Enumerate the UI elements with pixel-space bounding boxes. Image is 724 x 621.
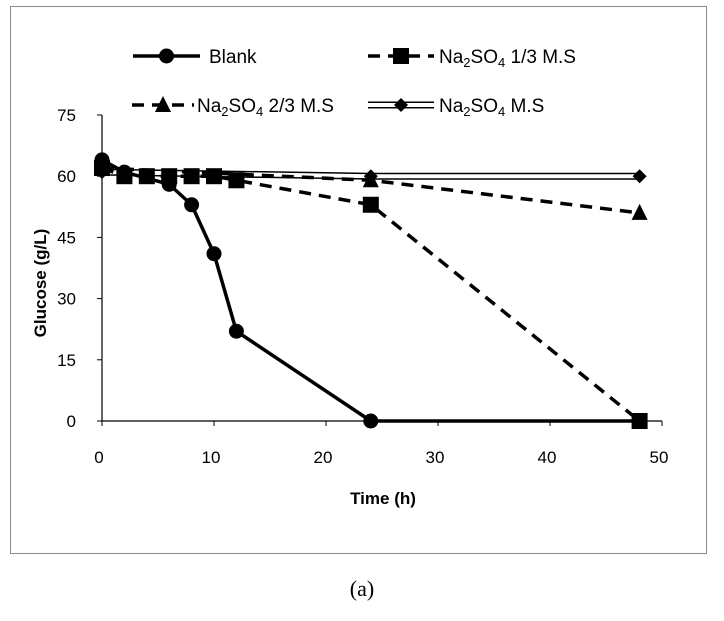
series-na2so4-2-3-m-s-point [631,203,648,220]
y-axis-title: Glucose (g/L) [31,229,50,338]
legend-blank-label: Blank [209,47,257,68]
legend-na2so4-m-s: Na2SO4 M.S [368,96,544,119]
series-blank-point [206,246,222,262]
series-na2so4-1-3-m-s-point [183,168,200,185]
x-tick-label: 30 [426,448,445,467]
series-blank-point [116,164,132,180]
legend-na2so4-1-3-m-s-label: Na2SO4 1/3 M.S [439,47,576,70]
x-tick-label: 50 [650,448,669,467]
y-tick-label: 30 [57,290,76,309]
figure-caption: (a) [349,576,375,601]
y-tick-label: 60 [57,167,76,186]
x-axis-title: Time (h) [350,489,416,508]
x-tick-label: 0 [94,448,103,467]
series-na2so4-1-3-m-s [94,160,648,429]
legend-na2so4-m-s-marker [394,98,408,112]
series-na2so4-1-3-m-s-point [206,168,222,185]
legend-na2so4-2-3-m-s-marker [155,96,171,112]
legend-na2so4-2-3-m-s: Na2SO4 2/3 M.S [132,96,334,119]
legend-layer: Blank Na2SO4 1/3 M.S Na2SO4 2/3 M.S Na2SO4 … [132,47,576,119]
legend-na2so4-m-s-label: Na2SO4 M.S [439,96,544,119]
y-tick-label: 0 [67,412,76,431]
legend-na2so4-1-3-m-s: Na2SO4 1/3 M.S [368,47,576,70]
legend-blank: Blank [133,47,257,68]
series-na2so4-m-s-point [632,169,647,184]
series-blank-line [101,158,640,423]
chart-frame [10,6,707,554]
series-na2so4-2-3-m-s-point [362,171,379,188]
x-tick-label: 20 [314,448,333,467]
legend-blank-marker [159,48,174,64]
x-tick-label: 10 [202,448,221,467]
legend-na2so4-1-3-m-s-marker [393,48,409,64]
series-blank-point [228,323,244,339]
x-tick-label: 40 [538,448,557,467]
series-blank-point [184,197,200,213]
series-na2so4-1-3-m-s-point [228,172,245,189]
axes-layer: 0 15 30 45 60 75 0 10 20 30 40 50 [57,106,668,467]
series-blank [94,152,648,429]
y-tick-label: 15 [57,351,76,370]
legend-na2so4-2-3-m-s-label: Na2SO4 2/3 M.S [197,96,334,119]
series-blank-point [161,176,177,192]
series-na2so4-1-3-m-s-point [362,196,379,213]
y-tick-label: 45 [57,228,76,247]
y-tick-label: 75 [57,106,76,125]
series-layer [94,152,648,429]
